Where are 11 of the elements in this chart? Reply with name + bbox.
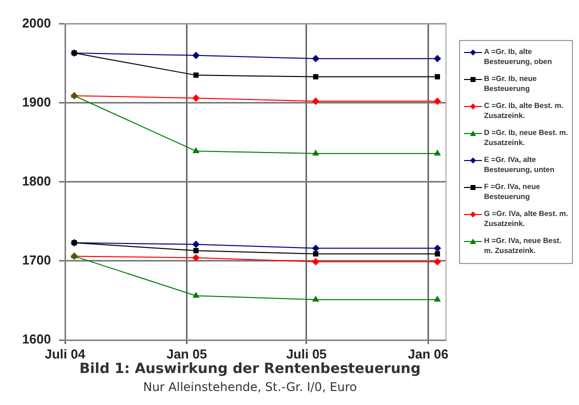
x-tick-label: Juli 04: [44, 346, 86, 362]
text: Bild 1: Auswirkung der Rentenbesteuerung: [78, 361, 422, 377]
y-tick-label: 1600: [22, 332, 51, 347]
y-tick-label: 1700: [22, 252, 51, 268]
x-tick-label: Juli 05: [286, 346, 327, 362]
y-tick-label: 2000: [22, 15, 51, 30]
y-tick-label: 1800: [22, 173, 51, 188]
y-tick-label: 1900: [22, 94, 51, 110]
x-tick-label: Jan 05: [166, 346, 207, 362]
x-tick-label: Jan 06: [408, 346, 448, 362]
text: Nur Alleinstehende, St.-Gr. I/0, Euro: [142, 380, 358, 394]
